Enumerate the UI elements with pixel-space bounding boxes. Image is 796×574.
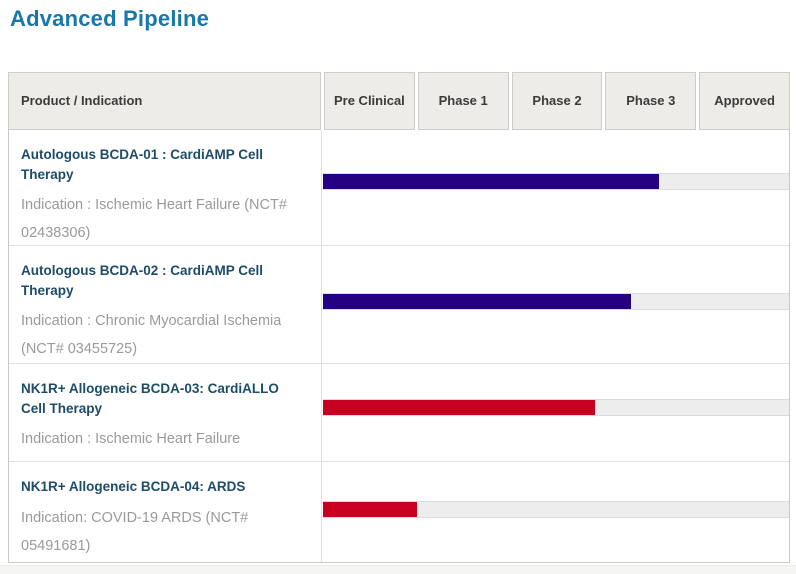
progress-bar-bcda-03: [323, 400, 595, 415]
table-header-row: Product / Indication Pre Clinical Phase …: [8, 72, 790, 130]
table-row: Autologous BCDA-02 : CardiAMP Cell Thera…: [9, 246, 789, 364]
progress-cell: [322, 462, 789, 562]
table-body: Autologous BCDA-01 : CardiAMP Cell Thera…: [8, 130, 790, 563]
indication-text: Indication : Ischemic Heart Failure (NCT…: [21, 197, 287, 242]
progress-bar-bcda-04: [323, 502, 417, 517]
header-cell-approved: Approved: [699, 72, 790, 130]
progress-track: [323, 501, 789, 518]
header-cell-pre-clinical: Pre Clinical: [324, 72, 415, 130]
progress-bar-bcda-01: [323, 174, 659, 189]
pipeline-table: Product / Indication Pre Clinical Phase …: [8, 72, 790, 563]
progress-track: [323, 293, 789, 310]
next-section-edge: [0, 565, 796, 574]
table-row: Autologous BCDA-01 : CardiAMP Cell Thera…: [9, 130, 789, 246]
page-title: Advanced Pipeline: [10, 6, 210, 31]
progress-cell: [322, 364, 789, 461]
indication-text: Indication : Chronic Myocardial Ischemia…: [21, 313, 282, 358]
table-row: NK1R+ Allogeneic BCDA-04: ARDS Indicatio…: [9, 462, 789, 562]
table-row: NK1R+ Allogeneic BCDA-03: CardiALLO Cell…: [9, 364, 789, 462]
product-cell: Autologous BCDA-01 : CardiAMP Cell Thera…: [9, 130, 322, 245]
product-link-bcda-02[interactable]: Autologous BCDA-02 : CardiAMP Cell Thera…: [21, 263, 264, 298]
product-cell: NK1R+ Allogeneic BCDA-04: ARDS Indicatio…: [9, 462, 322, 562]
product-link-bcda-04[interactable]: NK1R+ Allogeneic BCDA-04: ARDS: [21, 479, 246, 494]
progress-cell: [322, 130, 789, 245]
product-link-bcda-01[interactable]: Autologous BCDA-01 : CardiAMP Cell Thera…: [21, 147, 264, 182]
indication-text: Indication : Ischemic Heart Failure: [21, 431, 241, 448]
product-link-bcda-03[interactable]: NK1R+ Allogeneic BCDA-03: CardiALLO Cell…: [21, 381, 279, 416]
product-cell: Autologous BCDA-02 : CardiAMP Cell Thera…: [9, 246, 322, 363]
progress-bar-bcda-02: [323, 294, 632, 309]
header-cell-product-indication: Product / Indication: [8, 72, 321, 130]
header-cell-phase-3: Phase 3: [605, 72, 697, 130]
progress-track: [323, 399, 789, 416]
product-cell: NK1R+ Allogeneic BCDA-03: CardiALLO Cell…: [9, 364, 322, 461]
progress-track: [323, 173, 789, 190]
header-cell-phase-1: Phase 1: [417, 72, 509, 130]
progress-cell: [322, 246, 789, 363]
header-cell-phase-2: Phase 2: [511, 72, 603, 130]
indication-text: Indication: COVID-19 ARDS (NCT# 05491681…: [21, 509, 249, 554]
